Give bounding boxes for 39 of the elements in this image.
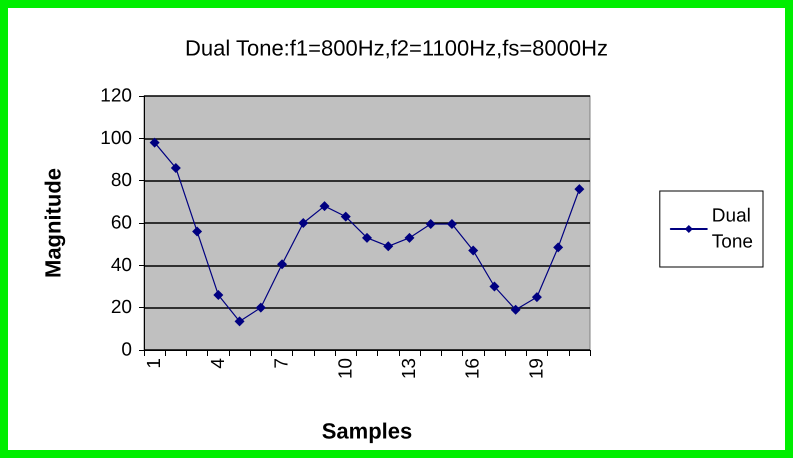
y-tick-label: 60 (110, 212, 132, 234)
point (298, 218, 308, 228)
point (256, 302, 266, 313)
y-tick-label: 100 (100, 128, 132, 149)
y-tick-label: 40 (110, 254, 132, 276)
point (340, 212, 351, 222)
point (362, 232, 372, 243)
point (170, 162, 181, 173)
y-tick-label: 120 (100, 86, 132, 106)
chart-title: Dual Tone:f1=800Hz,f2=1100Hz,fs=8000Hz (185, 36, 608, 60)
x-tick-label: 10 (335, 358, 356, 380)
point (426, 219, 436, 230)
point (510, 304, 521, 315)
point (446, 219, 457, 230)
y-axis-title: Magnitude (40, 168, 66, 278)
point (468, 246, 478, 256)
point (404, 232, 414, 243)
x-tick-label: 16 (462, 358, 484, 380)
point (574, 184, 584, 194)
point (234, 316, 245, 326)
x-tick-label: 1 (144, 358, 166, 369)
x-axis-title: Samples (322, 418, 412, 444)
y-tick-label: 0 (121, 340, 132, 360)
point (320, 201, 330, 212)
point (192, 226, 202, 236)
point (532, 292, 542, 302)
x-tick-label: 7 (272, 358, 293, 369)
point (150, 138, 160, 148)
x-tick-label: 19 (526, 358, 548, 380)
x-tick-label: 13 (398, 358, 420, 380)
point (277, 259, 288, 270)
point (213, 290, 224, 300)
point (489, 282, 500, 292)
y-tick-label: 80 (110, 170, 132, 192)
legend-label: Dual Tone (712, 206, 753, 252)
point (553, 242, 564, 252)
point (383, 241, 394, 252)
x-tick-label: 4 (208, 358, 229, 369)
y-tick-label: 20 (110, 297, 132, 318)
